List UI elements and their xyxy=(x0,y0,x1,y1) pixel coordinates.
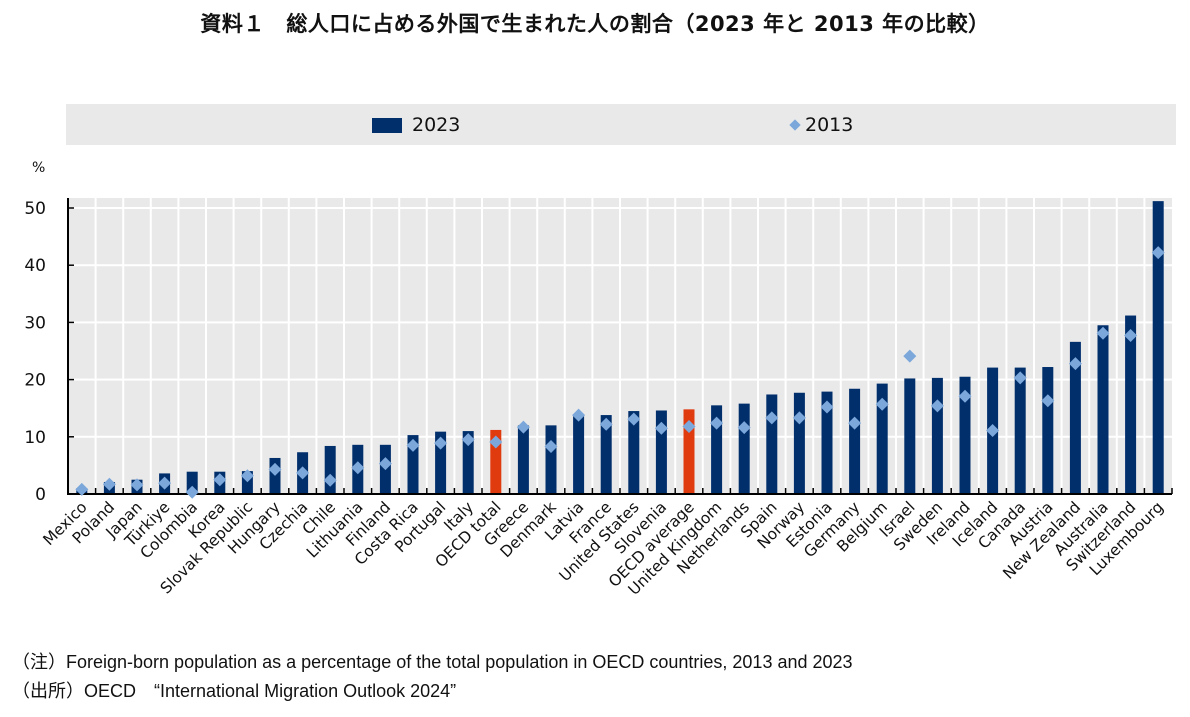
y-axis-unit: % xyxy=(32,160,46,176)
marker-2013 xyxy=(654,421,668,435)
bar-2023 xyxy=(655,410,667,494)
bar-2023 xyxy=(269,457,281,494)
bar-2023 xyxy=(490,429,502,494)
note-text: （注）Foreign-born population as a percenta… xyxy=(12,652,853,672)
marker-2013 xyxy=(351,461,365,475)
marker-2013 xyxy=(130,478,144,492)
marker-2013 xyxy=(1013,371,1027,385)
bar-2023 xyxy=(517,425,529,494)
marker-2013 xyxy=(516,420,530,434)
marker-2013 xyxy=(268,462,282,476)
marker-2013 xyxy=(682,420,696,434)
marker-2013 xyxy=(737,421,751,435)
bar-2023 xyxy=(849,388,861,494)
notes: （注）Foreign-born population as a percenta… xyxy=(12,648,853,706)
marker-2013 xyxy=(185,485,199,499)
marker-2013 xyxy=(1124,329,1138,343)
marker-2013 xyxy=(296,466,310,480)
bar-2023 xyxy=(683,409,695,494)
bar-2023 xyxy=(821,391,833,494)
y-tick-label: 20 xyxy=(24,371,46,391)
legend-label-2013: 2013 xyxy=(805,114,854,136)
marker-2013 xyxy=(378,457,392,471)
marker-2013 xyxy=(930,399,944,413)
bar-2023 xyxy=(545,425,557,494)
marker-2013 xyxy=(1041,394,1055,408)
marker-2013 xyxy=(903,349,917,363)
legend-item-2023: 2023 xyxy=(372,114,460,136)
bar-2023 xyxy=(407,435,419,494)
bar-2023 xyxy=(628,411,640,494)
bar-2023 xyxy=(324,445,336,494)
y-tick-label: 40 xyxy=(24,256,46,276)
legend-bar-swatch xyxy=(372,117,402,133)
bar-2023 xyxy=(711,405,723,494)
marker-2013 xyxy=(461,433,475,447)
bar-2023 xyxy=(1042,367,1054,494)
marker-2013 xyxy=(323,473,337,487)
bar-2023 xyxy=(1014,367,1026,494)
bar-2023 xyxy=(876,383,888,494)
y-tick-label: 50 xyxy=(24,199,46,219)
legend-label-2023: 2023 xyxy=(412,114,461,136)
marker-2013 xyxy=(240,469,254,483)
bar-2023 xyxy=(959,376,971,494)
marker-2013 xyxy=(875,397,889,411)
y-tick-label: 30 xyxy=(24,313,46,333)
marker-2013 xyxy=(1068,357,1082,371)
y-tick-label: 0 xyxy=(35,485,46,505)
bar-2023 xyxy=(573,416,585,494)
bar-2023 xyxy=(738,403,750,494)
marker-2013 xyxy=(102,477,116,491)
bar-2023 xyxy=(793,392,805,494)
marker-2013 xyxy=(765,411,779,425)
marker-2013 xyxy=(544,440,558,454)
chart-plot: 01020304050MexicoPolandJapanTürkiyeColom… xyxy=(24,198,1173,599)
marker-2013 xyxy=(1151,246,1165,260)
marker-2013 xyxy=(710,416,724,430)
bar-2023 xyxy=(1069,341,1081,494)
marker-2013 xyxy=(792,411,806,425)
bar-2023 xyxy=(600,415,612,494)
marker-2013 xyxy=(75,482,89,496)
bar-2023 xyxy=(186,471,198,494)
marker-2013 xyxy=(572,408,586,422)
bar-2023 xyxy=(1125,315,1137,494)
bar-2023 xyxy=(766,394,778,494)
bar-2023 xyxy=(931,377,943,494)
marker-2013 xyxy=(434,436,448,450)
legend: 2023 2013 xyxy=(66,104,1176,145)
marker-2013 xyxy=(958,389,972,403)
bar-2023 xyxy=(462,431,474,494)
marker-2013 xyxy=(599,417,613,431)
y-tick-label: 10 xyxy=(24,428,46,448)
marker-2013 xyxy=(158,476,172,490)
bar-2023 xyxy=(241,471,253,494)
bar-2023 xyxy=(904,378,916,494)
bar-2023 xyxy=(435,431,447,494)
bar-2023 xyxy=(1152,201,1164,495)
marker-2013 xyxy=(489,435,503,449)
source-text: （出所）OECD “International Migration Outloo… xyxy=(12,681,457,701)
marker-2013 xyxy=(848,416,862,430)
marker-2013 xyxy=(820,400,834,414)
legend-item-2013: 2013 xyxy=(789,114,854,136)
marker-2013 xyxy=(986,424,1000,438)
bar-2023 xyxy=(1097,325,1109,494)
chart-title: 資料１ 総人口に占める外国で生まれた人の割合（2023 年と 2013 年の比較… xyxy=(200,12,990,36)
marker-2013 xyxy=(627,412,641,426)
marker-2013 xyxy=(213,473,227,487)
marker-2013 xyxy=(406,438,420,452)
marker-2013 xyxy=(1096,326,1110,340)
